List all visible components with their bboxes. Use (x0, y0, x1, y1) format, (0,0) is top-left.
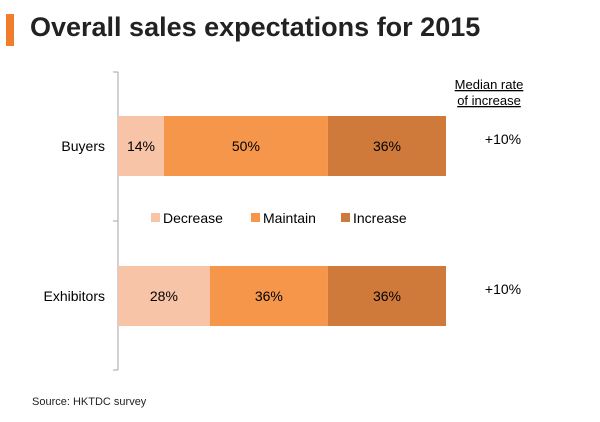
source-note: Source: HKTDC survey (32, 396, 147, 408)
title-accent-bar (6, 14, 14, 46)
legend-swatch-1 (251, 213, 260, 222)
chart-title: Overall sales expectations for 2015 (30, 12, 481, 42)
data-label-0-1: 50% (232, 138, 260, 154)
bar-0-2 (327, 116, 446, 176)
data-label-1-2: 36% (373, 288, 401, 304)
bar-1-2 (327, 266, 446, 326)
median-header-line-1: of increase (457, 93, 521, 108)
data-label-0-0: 14% (127, 138, 155, 154)
median-header-line-0: Median rate (455, 77, 524, 92)
data-label-1-1: 36% (255, 288, 283, 304)
legend-label-2: Increase (353, 210, 407, 226)
data-label-0-2: 36% (373, 138, 401, 154)
legend-swatch-2 (341, 213, 350, 222)
legend-label-0: Decrease (163, 210, 223, 226)
bar-1-0 (118, 266, 210, 326)
bar-0-0 (118, 116, 164, 176)
median-rate-1: +10% (485, 281, 521, 297)
category-label-0: Buyers (61, 138, 105, 154)
bar-0-1 (163, 116, 328, 176)
legend-label-1: Maintain (263, 210, 316, 226)
category-label-1: Exhibitors (44, 288, 105, 304)
data-label-1-0: 28% (150, 288, 178, 304)
legend-swatch-0 (151, 213, 160, 222)
median-rate-0: +10% (485, 131, 521, 147)
bar-1-1 (209, 266, 328, 326)
